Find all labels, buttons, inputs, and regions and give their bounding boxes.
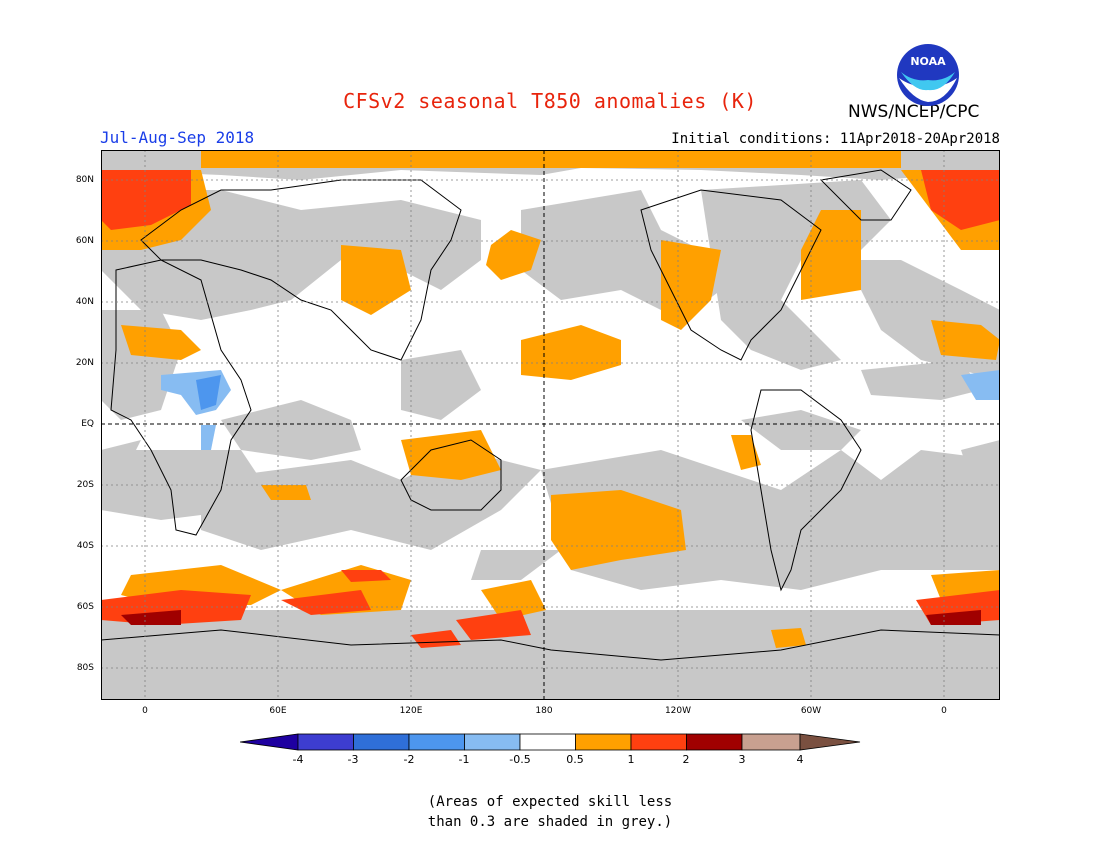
map-title: CFSv2 seasonal T850 anomalies (K): [343, 89, 757, 113]
lat-label-80s: 80S: [76, 663, 94, 673]
noaa-logo: NOAA: [897, 44, 959, 106]
colorbar-seg-1-2: [630, 733, 687, 751]
colorbar-label-m05: -0.5: [509, 753, 531, 766]
colorbar-seg-3-4: [741, 733, 801, 751]
gridlines: [101, 150, 1000, 700]
colorbar-seg-2-3: [686, 733, 743, 751]
initial-conditions-label: Initial conditions: 11Apr2018-20Apr2018: [671, 131, 1000, 147]
lon-label-120w: 120W: [664, 706, 692, 716]
colorbar-seg-m1-m05: [464, 733, 521, 751]
colorbar-seg-m4-m3: [297, 733, 354, 751]
agency-label: NWS/NCEP/CPC: [848, 102, 980, 122]
anomaly-map: [101, 150, 1000, 700]
lat-label-20n: 20N: [75, 358, 94, 368]
equator-dateline: [101, 150, 1000, 700]
greenland-outline: [819, 169, 912, 221]
lon-label-60w: 60W: [800, 706, 822, 716]
lat-label-80n: 80N: [75, 175, 94, 185]
colorbar-label-m2: -2: [403, 753, 415, 766]
africa-outline: [110, 259, 252, 536]
colorbar-seg-gt-4: [799, 733, 861, 751]
lon-label-120e: 120E: [399, 706, 423, 716]
season-label: Jul-Aug-Sep 2018: [100, 128, 255, 147]
lat-label-40n: 40N: [75, 297, 94, 307]
skill-note-line2: than 0.3 are shaded in grey.): [427, 814, 673, 830]
lat-label-eq: EQ: [81, 419, 94, 429]
colorbar-label-m1: -1: [458, 753, 470, 766]
north-america-outline: [640, 189, 822, 361]
colorbar-seg-neutral: [519, 733, 576, 751]
colorbar-seg-m3-m2: [353, 733, 410, 751]
colorbar-label-2: 2: [682, 753, 690, 766]
skill-note: (Areas of expected skill less than 0.3 a…: [0, 792, 1100, 832]
lat-label-40s: 40S: [76, 541, 94, 551]
colorbar-label-4: 4: [796, 753, 804, 766]
coastlines: [101, 169, 1000, 661]
colorbar-label-3: 3: [738, 753, 746, 766]
skill-note-line1: (Areas of expected skill less: [427, 794, 673, 810]
lon-label-0-east: 0: [941, 706, 947, 716]
colorbar-seg-05-1: [575, 733, 632, 751]
south-america-outline: [750, 389, 862, 592]
lat-label-60s: 60S: [76, 602, 94, 612]
logo-text: NOAA: [910, 55, 946, 68]
anomaly-darkred-areas: [121, 610, 981, 625]
colorbar-label-m4: -4: [292, 753, 304, 766]
lon-label-60e: 60E: [269, 706, 287, 716]
anomaly-red-areas: [101, 170, 1000, 648]
colorbar-seg-m2-m1: [408, 733, 465, 751]
colorbar-label-05: 0.5: [566, 753, 584, 766]
antarctica-outline: [101, 629, 1000, 661]
lon-label-0: 0: [142, 706, 148, 716]
australia-outline: [400, 439, 502, 511]
lon-label-180: 180: [535, 706, 553, 716]
colorbar-label-1: 1: [627, 753, 635, 766]
lat-label-60n: 60N: [75, 236, 94, 246]
colorbar: [240, 733, 861, 751]
map-frame: [101, 150, 1000, 700]
colorbar-label-m3: -3: [347, 753, 359, 766]
lat-label-20s: 20S: [76, 480, 94, 490]
anomaly-blue-areas: [161, 370, 1000, 450]
colorbar-seg-lt-4: [240, 733, 299, 751]
